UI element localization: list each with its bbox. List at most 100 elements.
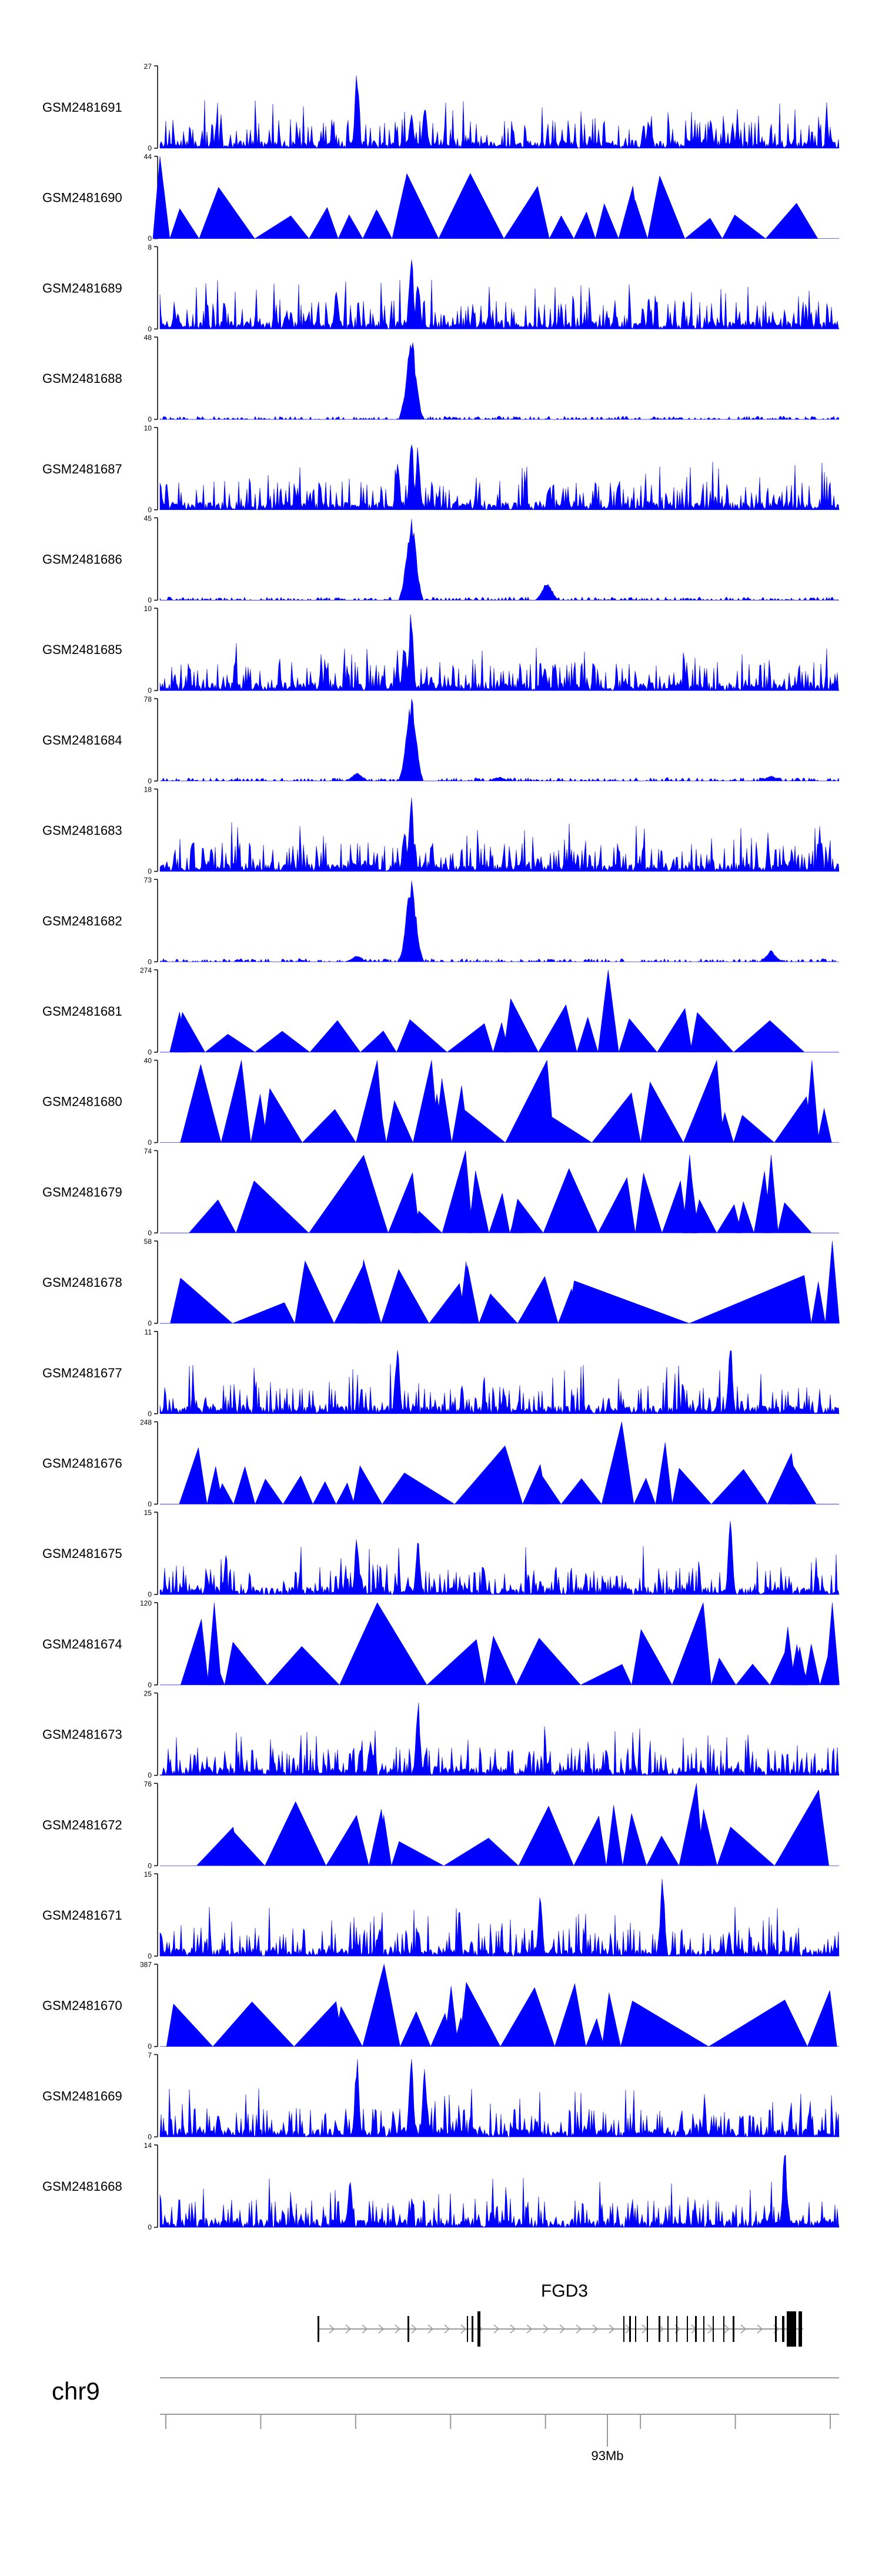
y-tick-max-label: 27: [144, 62, 152, 71]
gene-exon: [695, 2316, 697, 2342]
y-tick-max-label: 11: [145, 1328, 152, 1336]
gene-exon: [723, 2316, 724, 2342]
gene-exon: [676, 2316, 677, 2342]
track-label: GSM2481675: [42, 1546, 122, 1561]
signal-area: [159, 1520, 840, 1596]
y-tick-min-label: 0: [148, 1771, 152, 1780]
track-GSM2481674: GSM2481674 120 0: [42, 1599, 840, 1689]
gene-exon: [472, 2316, 473, 2342]
track-label: GSM2481688: [42, 371, 122, 386]
y-tick-min-label: 0: [148, 1952, 152, 1960]
y-tick-min-label: 0: [148, 2223, 152, 2231]
track-label: GSM2481680: [42, 1095, 122, 1109]
track-label: GSM2481683: [42, 823, 122, 838]
y-tick-max-label: 25: [144, 1690, 152, 1698]
gene-exon: [318, 2316, 319, 2342]
track-label: GSM2481689: [42, 281, 122, 295]
track-GSM2481681: GSM2481681 274 0: [42, 966, 839, 1056]
strand-arrow: [329, 2324, 335, 2334]
gene-exon: [477, 2311, 480, 2347]
axis-tick-label: 93Mb: [591, 2448, 623, 2463]
strand-arrow: [411, 2324, 417, 2334]
signal-area: [159, 798, 840, 872]
signal-area: [159, 75, 840, 149]
y-tick-min-label: 0: [148, 2043, 152, 2051]
y-tick-max-label: 15: [144, 1870, 152, 1878]
gene-track: FGD3: [318, 2281, 803, 2347]
strand-arrow: [609, 2324, 615, 2334]
strand-arrow: [362, 2324, 368, 2334]
signal-area: [160, 699, 840, 782]
gene-exon: [713, 2316, 714, 2342]
y-tick-min-label: 0: [148, 1410, 152, 1418]
gene-exon: [635, 2316, 636, 2342]
track-GSM2481686: GSM2481686 45 0: [42, 515, 839, 605]
signal-area: [160, 1964, 839, 2047]
signal-area: [160, 1241, 840, 1324]
track-label: GSM2481682: [42, 913, 122, 928]
y-tick-min-label: 0: [148, 1500, 152, 1509]
signal-area: [159, 1703, 840, 1776]
track-label: GSM2481678: [42, 1275, 122, 1290]
y-tick-max-label: 73: [144, 876, 152, 884]
gene-exon: [659, 2316, 660, 2342]
strand-arrow: [378, 2324, 385, 2334]
strand-arrow: [526, 2324, 533, 2334]
y-tick-max-label: 10: [144, 424, 152, 432]
track-GSM2481690: GSM2481690 44 0: [42, 153, 839, 243]
y-tick-min-label: 0: [148, 686, 152, 695]
y-tick-min-label: 0: [148, 867, 152, 876]
y-tick-max-label: 248: [140, 1419, 152, 1427]
y-tick-max-label: 387: [140, 1961, 152, 1969]
signal-area: [159, 342, 840, 420]
track-GSM2481677: GSM2481677 11 0: [42, 1328, 840, 1418]
track-label: GSM2481690: [42, 191, 122, 205]
signal-area: [159, 1879, 840, 1957]
y-tick-min-label: 0: [148, 1590, 152, 1599]
gene-exon: [703, 2316, 704, 2342]
gene-exon: [687, 2316, 688, 2342]
chromosome-label: chr9: [52, 2377, 100, 2405]
gene-exon: [799, 2311, 802, 2347]
signal-area: [159, 259, 840, 330]
signal-area: [159, 2059, 840, 2138]
strand-arrow: [427, 2324, 434, 2334]
strand-arrow: [757, 2324, 763, 2334]
track-GSM2481682: GSM2481682 73 0: [42, 876, 839, 966]
gene-exon: [407, 2316, 409, 2342]
y-tick-max-label: 40: [144, 1057, 152, 1065]
track-GSM2481679: GSM2481679 74 0: [42, 1147, 839, 1237]
y-tick-min-label: 0: [148, 1139, 152, 1147]
y-tick-min-label: 0: [148, 415, 152, 423]
strand-arrow: [345, 2324, 352, 2334]
y-tick-max-label: 7: [148, 2051, 152, 2059]
track-GSM2481672: GSM2481672 76 0: [42, 1780, 839, 1870]
signal-area: [160, 1422, 839, 1505]
track-GSM2481676: GSM2481676 248 0: [42, 1419, 839, 1509]
y-tick-max-label: 78: [144, 695, 152, 703]
track-label: GSM2481673: [42, 1727, 122, 1742]
y-tick-max-label: 76: [144, 1780, 152, 1788]
signal-area: [159, 445, 840, 510]
track-label: GSM2481691: [42, 100, 122, 115]
y-tick-min-label: 0: [148, 777, 152, 785]
y-tick-min-label: 0: [148, 1319, 152, 1327]
track-label: GSM2481668: [42, 2179, 122, 2194]
track-GSM2481675: GSM2481675 15 0: [42, 1509, 840, 1599]
gene-exon: [647, 2316, 648, 2342]
track-GSM2481671: GSM2481671 15 0: [42, 1870, 840, 1960]
track-GSM2481683: GSM2481683 18 0: [42, 786, 840, 876]
y-tick-min-label: 0: [148, 325, 152, 333]
track-GSM2481668: GSM2481668 14 0: [42, 2141, 840, 2231]
y-tick-min-label: 0: [148, 506, 152, 514]
track-label: GSM2481670: [42, 1998, 122, 2013]
track-GSM2481670: GSM2481670 387 0: [42, 1961, 839, 2051]
y-tick-min-label: 0: [148, 957, 152, 966]
track-GSM2481688: GSM2481688 48 0: [42, 333, 840, 423]
y-tick-max-label: 48: [144, 333, 152, 342]
gene-exon: [667, 2316, 669, 2342]
y-tick-max-label: 120: [140, 1599, 152, 1607]
track-label: GSM2481672: [42, 1817, 122, 1832]
signal-area: [160, 969, 839, 1053]
track-GSM2481673: GSM2481673 25 0: [42, 1690, 840, 1780]
